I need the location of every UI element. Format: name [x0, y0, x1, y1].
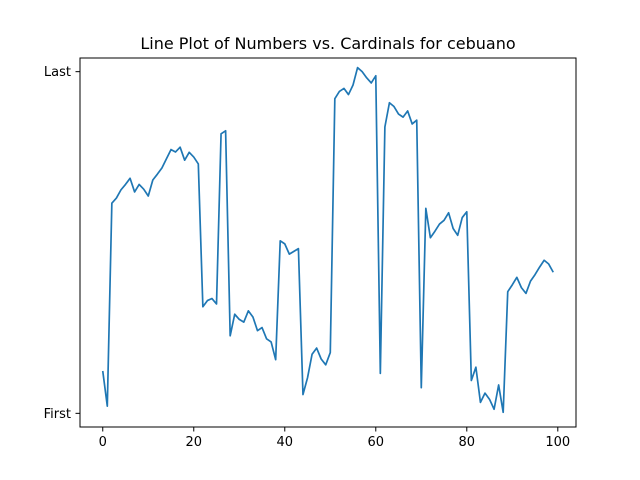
x-tick-label: 20: [185, 435, 202, 450]
x-tick-label: 0: [99, 435, 107, 450]
plot-area: [101, 66, 554, 414]
chart-title: Line Plot of Numbers vs. Cardinals for c…: [140, 34, 515, 53]
axes: 0 20 40 60 80 100 First Last: [44, 57, 577, 450]
x-tick-label: 80: [459, 435, 476, 450]
x-tick-label: 40: [276, 435, 293, 450]
x-tick-label: 100: [545, 435, 570, 450]
series-line-0: [101, 66, 554, 414]
y-tick-label: Last: [44, 65, 71, 80]
y-tick-label: First: [44, 407, 71, 422]
plot-frame: [79, 57, 577, 428]
x-tick-label: 60: [368, 435, 385, 450]
